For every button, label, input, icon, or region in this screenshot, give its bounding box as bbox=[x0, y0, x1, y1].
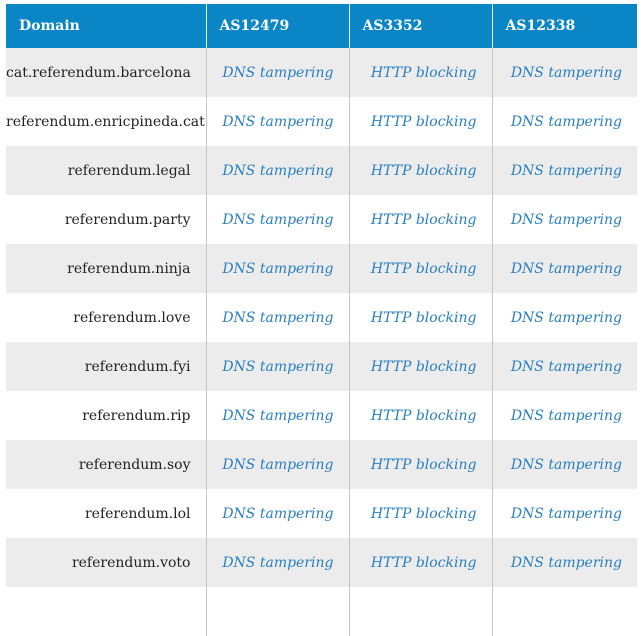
status-cell-as3352: HTTP blocking bbox=[349, 342, 493, 391]
status-cell-as3352: HTTP blocking bbox=[349, 440, 493, 489]
domain-cell: referendum.fyi bbox=[6, 342, 207, 391]
status-cell-as3352: HTTP blocking bbox=[349, 489, 493, 538]
table-row: referendum.legal DNS tampering HTTP blocki… bbox=[6, 146, 637, 195]
status-cell-as3352: HTTP blocking bbox=[349, 195, 493, 244]
status-cell-as3352: HTTP blocking bbox=[349, 293, 493, 342]
status-cell-as12479: DNS tampering bbox=[206, 244, 350, 293]
status-cell-as12479: DNS tampering bbox=[206, 489, 350, 538]
column-header-as3352: AS3352 bbox=[349, 4, 493, 48]
status-cell-as12338: DNS tampering bbox=[492, 489, 637, 538]
status-cell-as3352 bbox=[349, 587, 493, 636]
status-cell-as3352: HTTP blocking bbox=[349, 244, 493, 293]
status-cell-as12338: DNS tampering bbox=[492, 342, 637, 391]
status-cell-as12338: DNS tampering bbox=[492, 440, 637, 489]
censorship-table-container: Domain AS12479 AS3352 AS12338 cat.refere… bbox=[6, 4, 637, 636]
status-cell-as12338: DNS tampering bbox=[492, 48, 637, 97]
table-row: referendum.rip DNS tampering HTTP blocking… bbox=[6, 391, 637, 440]
status-cell-as12479: DNS tampering bbox=[206, 391, 350, 440]
table-row: referendum.soy DNS tampering HTTP blocking… bbox=[6, 440, 637, 489]
table-row: referendum.love DNS tampering HTTP blockin… bbox=[6, 293, 637, 342]
censorship-table: Domain AS12479 AS3352 AS12338 cat.refere… bbox=[6, 4, 637, 636]
table-body: cat.referendum.barcelona DNS tampering HTT… bbox=[6, 48, 637, 636]
domain-cell: referendum.soy bbox=[6, 440, 207, 489]
status-cell-as12479: DNS tampering bbox=[206, 342, 350, 391]
table-row: referendum.voto DNS tampering HTTP blockin… bbox=[6, 538, 637, 587]
status-cell-as12338: DNS tampering bbox=[492, 293, 637, 342]
status-cell-as12338: DNS tampering bbox=[492, 146, 637, 195]
domain-cell: referendum.voto bbox=[6, 538, 207, 587]
status-cell-as12338: DNS tampering bbox=[492, 538, 637, 587]
header-row: Domain AS12479 AS3352 AS12338 bbox=[6, 4, 637, 48]
domain-cell: referendum.ninja bbox=[6, 244, 207, 293]
status-cell-as12479: DNS tampering bbox=[206, 195, 350, 244]
status-cell-as12479: DNS tampering bbox=[206, 538, 350, 587]
status-cell-as12338 bbox=[492, 587, 637, 636]
status-cell-as3352: HTTP blocking bbox=[349, 146, 493, 195]
table-row: referendum.lol DNS tampering HTTP blocking… bbox=[6, 489, 637, 538]
status-cell-as3352: HTTP blocking bbox=[349, 48, 493, 97]
status-cell-as12338: DNS tampering bbox=[492, 97, 637, 146]
domain-cell: referendum.lol bbox=[6, 489, 207, 538]
status-cell-as12479: DNS tampering bbox=[206, 440, 350, 489]
status-cell-as3352: HTTP blocking bbox=[349, 538, 493, 587]
domain-cell: referendum.legal bbox=[6, 146, 207, 195]
domain-cell: referendum.enricpineda.cat bbox=[6, 97, 207, 146]
column-header-as12479: AS12479 bbox=[206, 4, 350, 48]
table-row: referendum.enricpineda.cat DNS tampering H… bbox=[6, 97, 637, 146]
status-cell-as12479: DNS tampering bbox=[206, 48, 350, 97]
status-cell-as12479 bbox=[206, 587, 350, 636]
domain-cell bbox=[6, 587, 207, 636]
domain-cell: referendum.party bbox=[6, 195, 207, 244]
status-cell-as3352: HTTP blocking bbox=[349, 97, 493, 146]
domain-cell: referendum.rip bbox=[6, 391, 207, 440]
table-row: cat.referendum.barcelona DNS tampering HTT… bbox=[6, 48, 637, 97]
status-cell-as3352: HTTP blocking bbox=[349, 391, 493, 440]
table-row: referendum.party DNS tampering HTTP blocki… bbox=[6, 195, 637, 244]
domain-cell: referendum.love bbox=[6, 293, 207, 342]
table-row: referendum.fyi DNS tampering HTTP blocking… bbox=[6, 342, 637, 391]
table-row: referendum.ninja DNS tampering HTTP blocki… bbox=[6, 244, 637, 293]
column-header-domain: Domain bbox=[6, 4, 207, 48]
domain-cell: cat.referendum.barcelona bbox=[6, 48, 207, 97]
status-cell-as12338: DNS tampering bbox=[492, 391, 637, 440]
status-cell-as12338: DNS tampering bbox=[492, 195, 637, 244]
status-cell-as12479: DNS tampering bbox=[206, 146, 350, 195]
status-cell-as12338: DNS tampering bbox=[492, 244, 637, 293]
status-cell-as12479: DNS tampering bbox=[206, 293, 350, 342]
column-header-as12338: AS12338 bbox=[492, 4, 637, 48]
table-header: Domain AS12479 AS3352 AS12338 bbox=[6, 4, 637, 48]
status-cell-as12479: DNS tampering bbox=[206, 97, 350, 146]
table-row bbox=[6, 587, 637, 636]
